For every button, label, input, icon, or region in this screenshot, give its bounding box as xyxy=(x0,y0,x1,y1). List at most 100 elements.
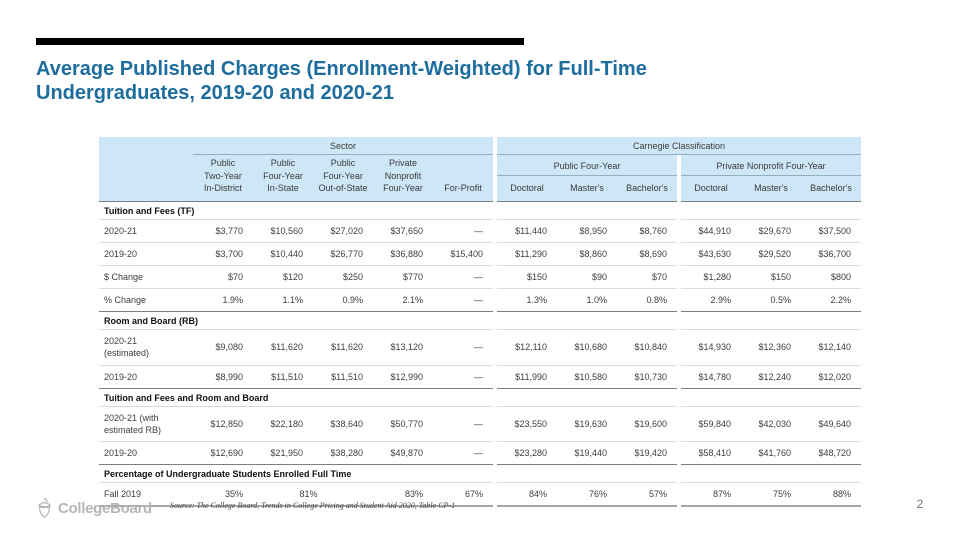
section-row: Room and Board (RB) xyxy=(99,311,862,330)
column-divider xyxy=(493,464,498,483)
column-divider xyxy=(677,405,682,442)
section-fill xyxy=(681,464,862,482)
section-fill xyxy=(497,387,678,406)
table-cell: $19,630 xyxy=(557,405,618,441)
table-cell: — xyxy=(433,364,494,388)
table-cell: 1.1% xyxy=(253,288,313,311)
column-divider xyxy=(493,441,498,465)
table-cell: $11,510 xyxy=(313,364,373,388)
top-accent-bar xyxy=(36,38,524,45)
table-cell: $3,770 xyxy=(193,218,253,242)
table-cell: $29,520 xyxy=(741,241,802,265)
row-label: 2020-21 xyxy=(99,218,193,242)
table-cell: $70 xyxy=(617,265,678,288)
table-cell: 2.1% xyxy=(373,288,433,311)
table-cell: $8,760 xyxy=(617,218,678,242)
column-header: Bachelor's xyxy=(801,176,862,201)
column-header: Public Four-Year In-State xyxy=(253,155,313,201)
table-cell: $70 xyxy=(193,265,253,288)
column-divider xyxy=(677,265,682,289)
column-divider xyxy=(677,288,682,312)
column-divider xyxy=(677,155,682,201)
section-title: Tuition and Fees and Room and Board xyxy=(99,387,494,406)
table-head: Sector Carnegie Classification Public Two-… xyxy=(99,137,862,201)
table-cell: 83% xyxy=(373,482,433,508)
column-divider xyxy=(677,464,682,483)
table-cell: $3,700 xyxy=(193,241,253,265)
table-cell: $12,110 xyxy=(497,329,558,364)
section-fill xyxy=(681,200,862,219)
table-cell: 0.9% xyxy=(313,288,373,311)
table-cell: — xyxy=(433,405,494,441)
table-row: 2020-21 (with estimated RB) $12,850 $22,18… xyxy=(99,405,862,442)
table-cell: $12,850 xyxy=(193,405,253,441)
table-cell: $13,120 xyxy=(373,329,433,364)
table-cell: $10,840 xyxy=(617,329,678,364)
section-row: Percentage of Undergraduate Students Enr… xyxy=(99,464,862,483)
section-title: Room and Board (RB) xyxy=(99,311,494,329)
table-cell: — xyxy=(433,265,494,288)
column-header: Doctoral xyxy=(681,176,742,201)
table-cell: $37,650 xyxy=(373,218,433,242)
table-cell: 57% xyxy=(617,482,678,508)
column-divider xyxy=(493,311,498,330)
table-row: 2019-20 $3,700 $10,440 $26,770 $36,880 $15,40… xyxy=(99,241,862,266)
table-cell: $22,180 xyxy=(253,405,313,441)
table-cell: $15,400 xyxy=(433,241,494,265)
table-cell: $41,760 xyxy=(741,441,802,464)
table-cell: $11,440 xyxy=(497,218,558,242)
table-cell: $21,950 xyxy=(253,441,313,464)
table-cell: $19,440 xyxy=(557,441,618,464)
header-column-row: Doctoral Master's Bachelor's Doctoral Master… xyxy=(99,176,862,201)
column-divider xyxy=(493,364,498,388)
source-citation: Source: The College Board, Trends in Col… xyxy=(170,501,456,510)
table-row: 2020-21 $3,770 $10,560 $27,020 $37,650— $11,4… xyxy=(99,218,862,242)
row-label: Fall 2019 xyxy=(99,482,193,508)
table-cell: — xyxy=(433,441,494,464)
table-cell: 75% xyxy=(741,482,802,508)
table-cell: $50,770 xyxy=(373,405,433,441)
column-divider xyxy=(493,387,498,406)
carnegie-subgroup-header: Public Four-Year xyxy=(497,155,678,177)
table-cell: $10,730 xyxy=(617,364,678,388)
table-cell: $10,580 xyxy=(557,364,618,388)
table-cell: 35% xyxy=(193,482,253,508)
table-row: $ Change $70 $120 $250 $770— $150 $90 $70 $1,280… xyxy=(99,265,862,289)
table-cell: $11,510 xyxy=(253,364,313,388)
table-cell: 1.9% xyxy=(193,288,253,311)
table-row: % Change 1.9% 1.1% 0.9% 2.1% —1.3% 1.0% 0.8% 2.9… xyxy=(99,288,862,312)
table-cell: 67% xyxy=(433,482,494,508)
table-cell: 88% xyxy=(801,482,862,508)
carnegie-subgroup-header: Private Nonprofit Four-Year xyxy=(681,155,862,177)
table-row: Fall 2019 35% 81% 83% 67% 84% 76% 57% 87% 75% 88% xyxy=(99,482,862,508)
table-cell: $250 xyxy=(313,265,373,288)
column-divider xyxy=(493,200,498,219)
sector-group-header: Sector xyxy=(193,137,494,155)
logo-text: CollegeBoard xyxy=(58,499,152,517)
table-cell: $44,910 xyxy=(681,218,742,242)
column-divider xyxy=(677,241,682,266)
row-label: 2020-21 (estimated) xyxy=(99,329,193,364)
table-cell: $23,550 xyxy=(497,405,558,441)
row-label: 2020-21 (with estimated RB) xyxy=(99,405,193,441)
column-divider xyxy=(677,311,682,330)
column-divider xyxy=(677,482,682,508)
table-row: 2019-20 $12,690 $21,950 $38,280 $49,870— $23,… xyxy=(99,441,862,465)
table-cell: 2.2% xyxy=(801,288,862,311)
table-row: 2020-21 (estimated) $9,080 $11,620 $11,620 $… xyxy=(99,329,862,365)
collegeboard-logo: CollegeBoard xyxy=(36,497,152,519)
table-cell: $42,030 xyxy=(741,405,802,441)
table-body: Tuition and Fees (TF) 2020-21 $3,770 $10,56… xyxy=(99,200,862,508)
section-row: Tuition and Fees and Room and Board xyxy=(99,387,862,406)
table-cell: $9,080 xyxy=(193,329,253,364)
table-cell: $29,670 xyxy=(741,218,802,242)
table-cell: $8,950 xyxy=(557,218,618,242)
column-header: For-Profit xyxy=(433,155,494,201)
table-cell: $10,560 xyxy=(253,218,313,242)
table-cell: $150 xyxy=(741,265,802,288)
section-fill xyxy=(681,311,862,329)
table-cell: $27,020 xyxy=(313,218,373,242)
section-row: Tuition and Fees (TF) xyxy=(99,200,862,219)
table-cell: $38,280 xyxy=(313,441,373,464)
table-cell: $11,620 xyxy=(253,329,313,364)
